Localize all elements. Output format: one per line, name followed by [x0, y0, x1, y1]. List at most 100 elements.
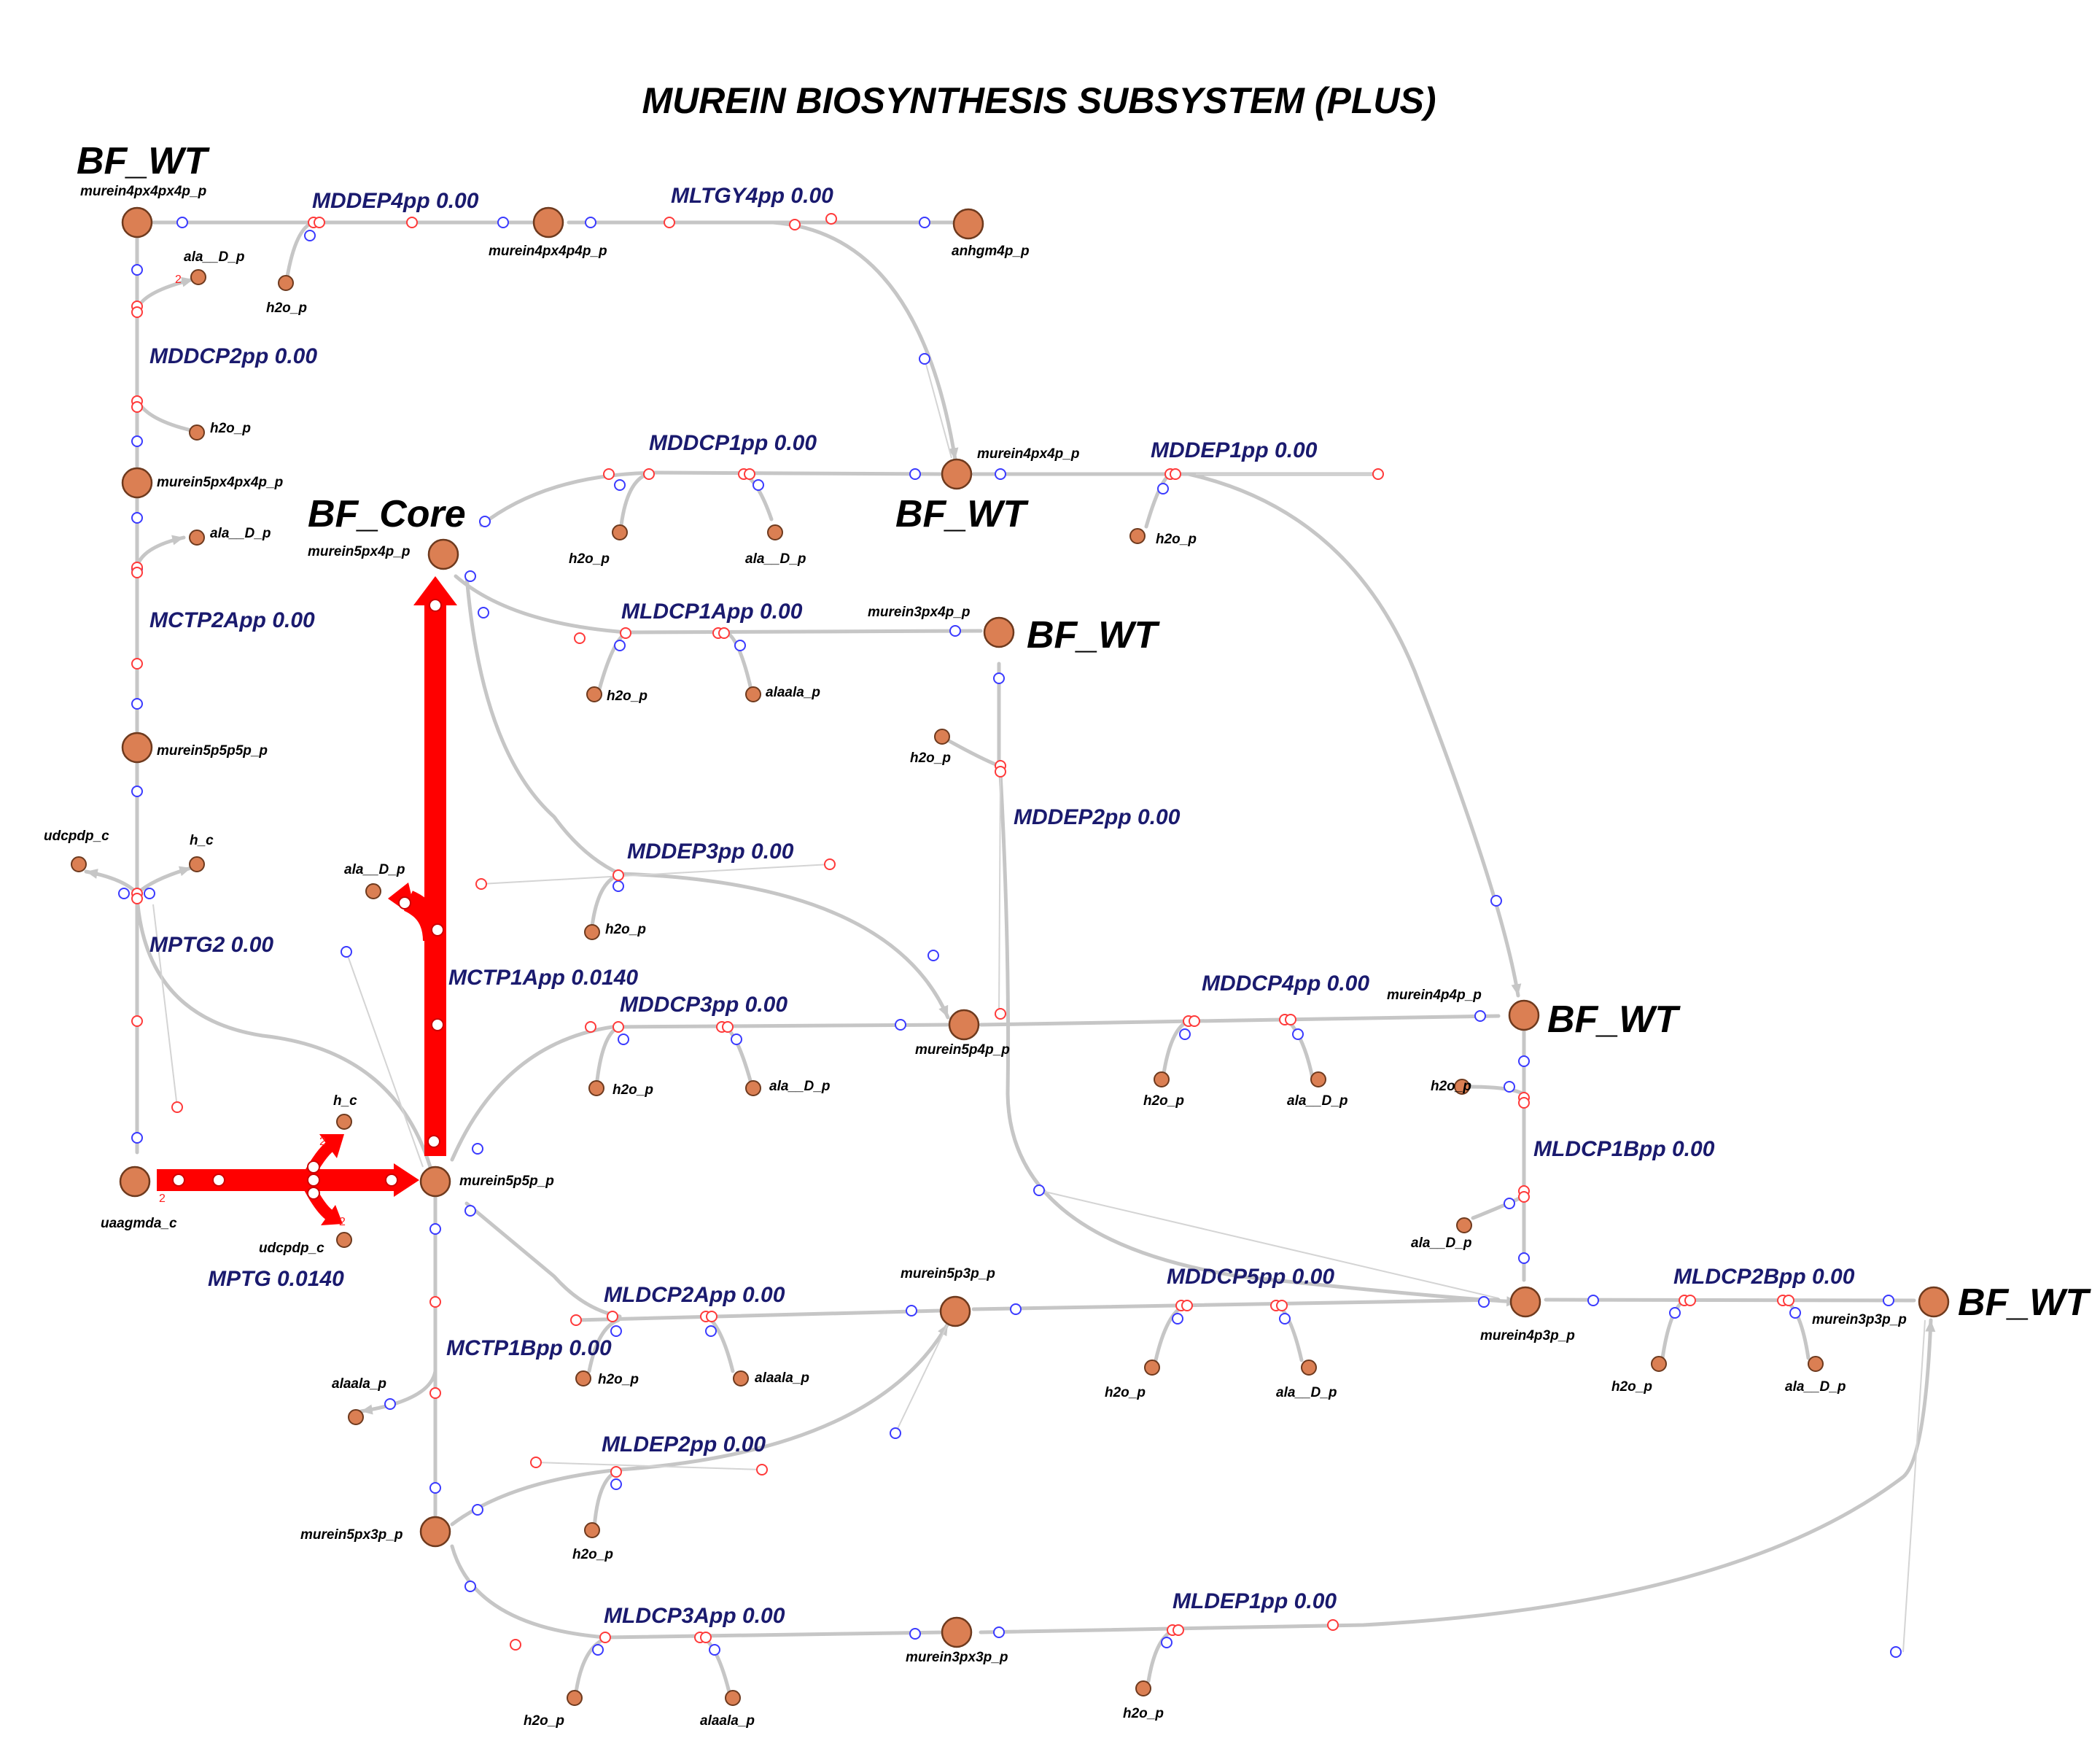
metabolite-node[interactable] [941, 1616, 973, 1648]
metabolite-node[interactable] [190, 269, 206, 285]
metabolite-node[interactable] [189, 424, 205, 441]
metabolite-node[interactable] [532, 206, 564, 238]
metabolite-node[interactable] [948, 1009, 980, 1041]
metabolite-node[interactable] [1301, 1360, 1317, 1376]
metabolite-node[interactable] [348, 1409, 364, 1425]
metabolite-node[interactable] [71, 856, 87, 872]
metabolite-node[interactable] [612, 524, 628, 540]
metabolite-node[interactable] [584, 924, 600, 940]
metabolite-node[interactable] [745, 686, 761, 702]
metabolite-node[interactable] [189, 530, 205, 546]
metabolite-node[interactable] [1310, 1071, 1326, 1087]
metabolite-node[interactable] [365, 883, 381, 899]
metabolite-node[interactable] [745, 1080, 761, 1096]
metabolite-node[interactable] [1508, 999, 1540, 1031]
metabolite-label: h2o_p [605, 922, 646, 937]
metabolite-node[interactable] [575, 1370, 591, 1387]
reaction-label[interactable]: MLTGY4pp 0.00 [671, 184, 833, 208]
tag-label: BF_WT [1958, 1281, 2091, 1324]
metabolite-nodes [71, 206, 1950, 1706]
reaction-label[interactable]: MLDCP2App 0.00 [604, 1283, 785, 1307]
reaction-label[interactable]: MDDCP2pp 0.00 [149, 344, 317, 368]
reaction-label[interactable]: MDDCP3pp 0.00 [620, 993, 788, 1017]
metabolite-node[interactable] [584, 1522, 600, 1538]
metabolite-node[interactable] [1918, 1286, 1950, 1318]
metabolite-node[interactable] [1808, 1356, 1824, 1372]
metabolite-label: h2o_p [1611, 1379, 1652, 1395]
metabolite-label: h2o_p [1105, 1385, 1146, 1400]
metabolite-label: murein5px3p_p [300, 1527, 402, 1543]
metabolite-label: udcpdp_c [44, 829, 109, 844]
metabolite-node[interactable] [1454, 1079, 1470, 1095]
metabolite-label: murein3p3p_p [1812, 1312, 1907, 1327]
reaction-label[interactable]: MLDEP2pp 0.00 [602, 1432, 766, 1457]
metabolite-node[interactable] [419, 1166, 451, 1198]
metabolite-labels: murein4px4px4p_p ala__D_p h2o_p murein4p… [44, 184, 1907, 1729]
reaction-label[interactable]: MCTP1Bpp 0.00 [446, 1336, 612, 1360]
reaction-label[interactable]: MDDEP4pp 0.00 [312, 189, 479, 213]
reaction-edges [84, 220, 1936, 1694]
metabolite-node[interactable] [1509, 1286, 1541, 1318]
tag-label: BF_WT [1547, 998, 1681, 1041]
metabolite-node[interactable] [934, 729, 950, 745]
metabolite-node[interactable] [121, 732, 153, 764]
metabolite-label: ala__D_p [1785, 1379, 1846, 1395]
metabolite-node[interactable] [278, 275, 294, 291]
metabolite-label: murein5p5p5p_p [157, 743, 268, 759]
metabolite-node[interactable] [336, 1114, 352, 1130]
reaction-label[interactable]: MCTP1App 0.0140 [448, 966, 638, 990]
reaction-label[interactable]: MLDCP2Bpp 0.00 [1673, 1265, 1855, 1289]
metabolite-label: h2o_p [572, 1547, 613, 1562]
metabolite-label: uaagmda_c [101, 1216, 177, 1231]
metabolite-node[interactable] [1651, 1356, 1667, 1372]
metabolite-label: murein5px4p_p [308, 544, 410, 559]
reaction-label[interactable]: MDDEP2pp 0.00 [1014, 805, 1181, 829]
reaction-label[interactable]: MCTP2App 0.00 [149, 608, 315, 632]
tag-label: BF_WT [1027, 614, 1160, 656]
metabolite-label: h_c [333, 1093, 357, 1109]
reaction-label[interactable]: MLDCP3App 0.00 [604, 1604, 785, 1628]
reaction-label[interactable]: MPTG2 0.00 [149, 933, 273, 957]
reaction-label[interactable]: MLDCP1Bpp 0.00 [1533, 1137, 1715, 1161]
metabolite-node[interactable] [939, 1295, 971, 1327]
reaction-label[interactable]: MDDEP3pp 0.00 [627, 839, 794, 864]
metabolite-node[interactable] [119, 1166, 151, 1198]
metabolite-node[interactable] [952, 208, 984, 240]
metabolite-node[interactable] [121, 206, 153, 238]
metabolite-node[interactable] [983, 616, 1015, 648]
reaction-label[interactable]: MDDCP1pp 0.00 [649, 431, 817, 455]
metabolite-node[interactable] [941, 458, 973, 490]
metabolite-node[interactable] [419, 1516, 451, 1548]
reaction-label[interactable]: MDDCP4pp 0.00 [1202, 972, 1369, 996]
metabolite-node[interactable] [1129, 528, 1146, 544]
metabolite-node[interactable] [427, 538, 459, 570]
reaction-label[interactable]: MLDCP1App 0.00 [621, 600, 803, 624]
metabolite-label: h2o_p [607, 689, 648, 704]
metabolite-node[interactable] [733, 1370, 749, 1387]
metabolite-node[interactable] [121, 467, 153, 499]
metabolite-node[interactable] [588, 1080, 604, 1096]
reaction-label[interactable]: MLDEP1pp 0.00 [1172, 1589, 1337, 1613]
metabolite-label: murein4px4px4p_p [80, 184, 206, 199]
reaction-label[interactable]: MDDCP5pp 0.00 [1167, 1265, 1334, 1289]
metabolite-node[interactable] [586, 686, 602, 702]
tag-label: BF_WT [895, 493, 1029, 535]
metabolite-label: murein5p3p_p [901, 1266, 995, 1281]
metabolite-node[interactable] [767, 524, 783, 540]
metabolite-node[interactable] [1456, 1217, 1472, 1233]
metabolite-node[interactable] [1135, 1680, 1151, 1696]
stoichiometry-label: 2 [159, 1192, 166, 1205]
metabolite-node[interactable] [336, 1232, 352, 1248]
metabolite-node[interactable] [567, 1690, 583, 1706]
metabolite-node[interactable] [189, 856, 205, 872]
stoichiometry-label: 2 [319, 1136, 326, 1148]
reaction-label[interactable]: MDDEP1pp 0.00 [1151, 438, 1318, 462]
metabolite-node[interactable] [1154, 1071, 1170, 1087]
metabolite-node[interactable] [725, 1690, 741, 1706]
reaction-labels: MDDEP4pp 0.00 MLTGY4pp 0.00 MDDCP2pp 0.0… [149, 184, 1855, 1628]
stoichiometry-label: 2 [339, 1216, 346, 1228]
reaction-label[interactable]: MPTG 0.0140 [208, 1267, 344, 1291]
metabolite-label: udcpdp_c [259, 1241, 324, 1256]
metabolite-label: murein5p4p_p [915, 1042, 1010, 1058]
metabolite-node[interactable] [1144, 1360, 1160, 1376]
